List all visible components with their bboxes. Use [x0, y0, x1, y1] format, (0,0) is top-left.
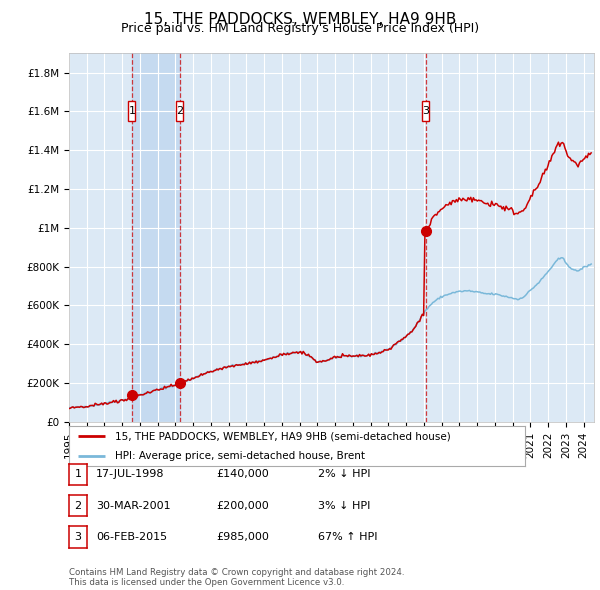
Text: 1: 1 [128, 106, 136, 116]
Text: 30-MAR-2001: 30-MAR-2001 [96, 501, 170, 510]
Text: 67% ↑ HPI: 67% ↑ HPI [318, 532, 377, 542]
FancyBboxPatch shape [128, 101, 135, 122]
Text: 2: 2 [74, 501, 82, 510]
Text: 2: 2 [176, 106, 184, 116]
FancyBboxPatch shape [176, 101, 183, 122]
Text: Price paid vs. HM Land Registry's House Price Index (HPI): Price paid vs. HM Land Registry's House … [121, 22, 479, 35]
Text: Contains HM Land Registry data © Crown copyright and database right 2024.
This d: Contains HM Land Registry data © Crown c… [69, 568, 404, 587]
Bar [132, 53, 180, 422]
Text: 15, THE PADDOCKS, WEMBLEY, HA9 9HB (semi-detached house): 15, THE PADDOCKS, WEMBLEY, HA9 9HB (semi… [115, 431, 451, 441]
Text: 06-FEB-2015: 06-FEB-2015 [96, 532, 167, 542]
Text: 2% ↓ HPI: 2% ↓ HPI [318, 470, 371, 479]
Text: 15, THE PADDOCKS, WEMBLEY, HA9 9HB: 15, THE PADDOCKS, WEMBLEY, HA9 9HB [144, 12, 456, 27]
Text: 17-JUL-1998: 17-JUL-1998 [96, 470, 164, 479]
FancyBboxPatch shape [422, 101, 429, 122]
Text: 3% ↓ HPI: 3% ↓ HPI [318, 501, 370, 510]
Text: 3: 3 [422, 106, 429, 116]
Text: £200,000: £200,000 [216, 501, 269, 510]
Text: HPI: Average price, semi-detached house, Brent: HPI: Average price, semi-detached house,… [115, 451, 365, 461]
Text: 1: 1 [74, 470, 82, 479]
Text: £140,000: £140,000 [216, 470, 269, 479]
Text: 3: 3 [74, 532, 82, 542]
Text: £985,000: £985,000 [216, 532, 269, 542]
